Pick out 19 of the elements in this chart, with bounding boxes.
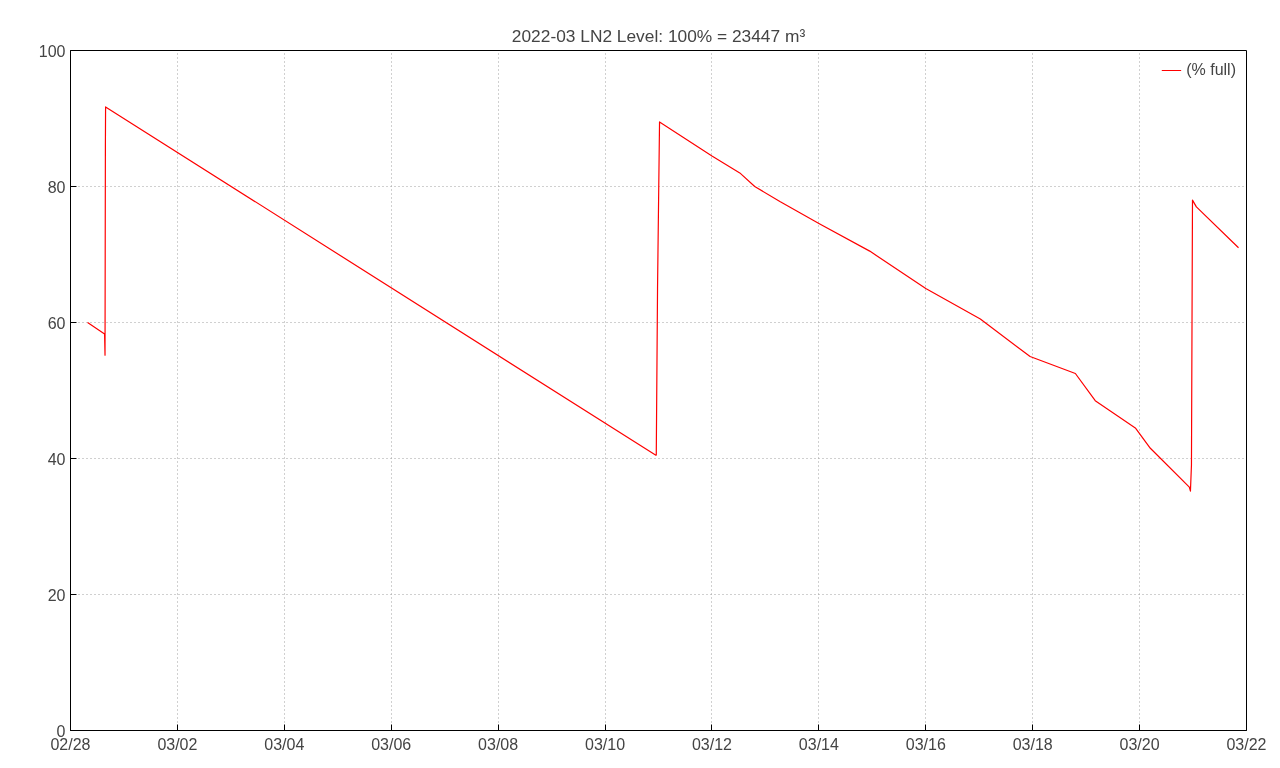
y-tick-label: 100 — [38, 42, 66, 60]
y-tick-label: 20 — [47, 586, 66, 604]
y-tick-label: 40 — [47, 450, 66, 468]
legend-label: (% full) — [1186, 61, 1236, 79]
x-tick-label: 03/12 — [691, 735, 733, 753]
x-tick-label: 02/28 — [50, 735, 91, 753]
x-tick-label: 03/14 — [798, 735, 839, 753]
chart-title: 2022-03 LN2 Level: 100% = 23447 m³ — [511, 25, 806, 46]
x-tick-label: 03/04 — [264, 735, 305, 753]
y-tick-label: 60 — [47, 314, 66, 332]
x-tick-label: 03/10 — [585, 735, 626, 753]
x-tick-label: 03/08 — [478, 735, 519, 753]
x-tick-label: 03/16 — [905, 735, 946, 753]
x-tick-label: 03/20 — [1119, 735, 1160, 753]
x-tick-label: 03/02 — [157, 735, 198, 753]
y-tick-label: 80 — [47, 178, 66, 196]
x-tick-label: 03/22 — [1226, 735, 1267, 753]
x-tick-label: 03/18 — [1012, 735, 1053, 753]
x-tick-label: 03/06 — [371, 735, 412, 753]
